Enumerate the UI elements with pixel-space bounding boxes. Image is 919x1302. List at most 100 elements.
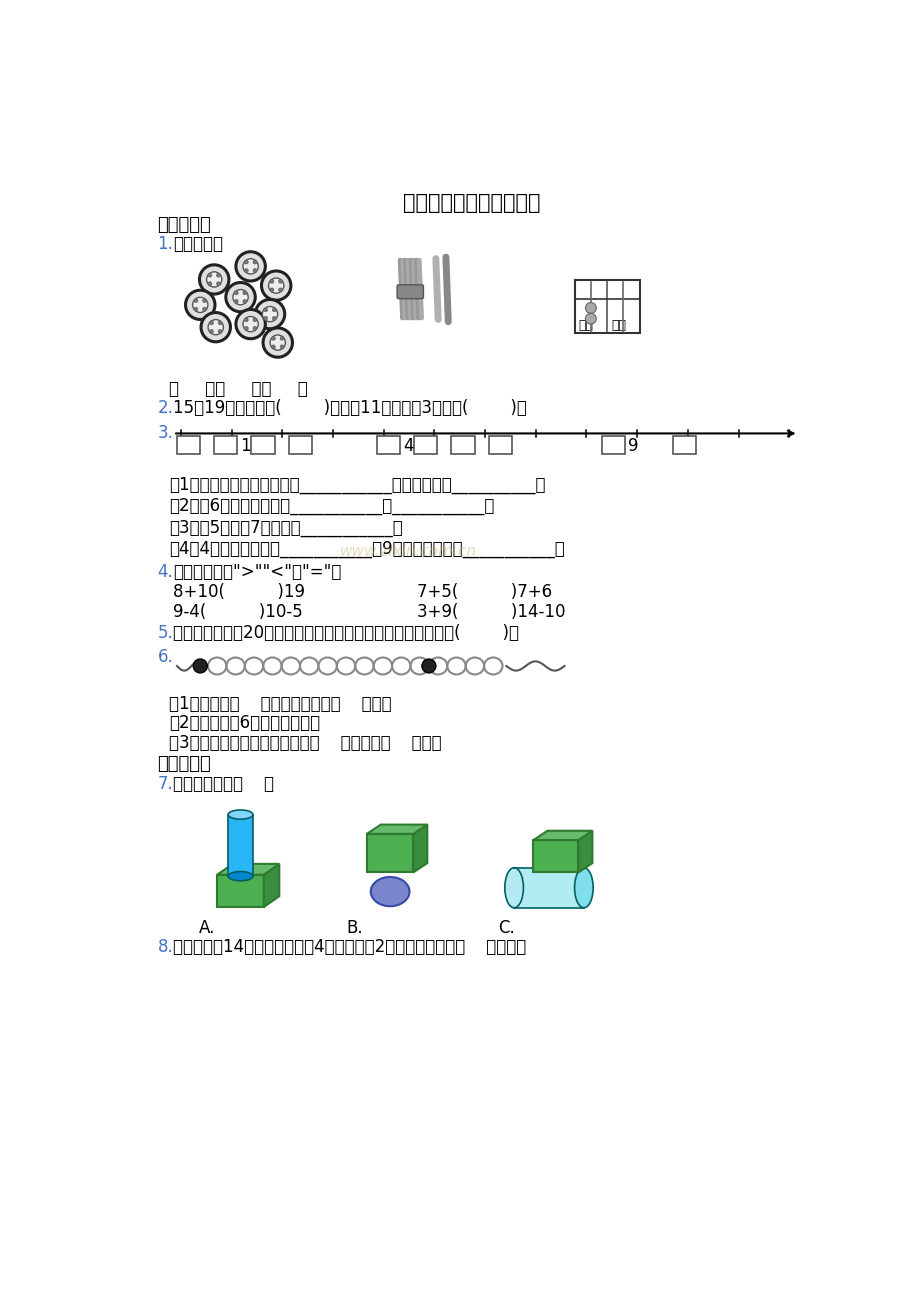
Text: 9-4(          )10-5: 9-4( )10-5: [173, 603, 302, 621]
Text: 5.: 5.: [157, 624, 173, 642]
Polygon shape: [217, 875, 264, 907]
Circle shape: [270, 335, 285, 350]
Text: B.: B.: [346, 918, 362, 936]
Circle shape: [269, 280, 274, 284]
Circle shape: [253, 260, 256, 264]
FancyBboxPatch shape: [574, 280, 640, 332]
Circle shape: [264, 309, 267, 311]
Circle shape: [234, 290, 238, 294]
Text: （1）上面的数中，最小的是___________，最大的数是__________。: （1）上面的数中，最小的是___________，最大的数是__________…: [169, 475, 545, 493]
Circle shape: [192, 297, 208, 312]
Circle shape: [584, 314, 596, 324]
Text: 7.: 7.: [157, 775, 173, 793]
Circle shape: [253, 268, 256, 272]
Polygon shape: [413, 824, 426, 872]
Circle shape: [202, 307, 206, 311]
FancyBboxPatch shape: [414, 436, 437, 454]
Circle shape: [278, 288, 282, 292]
Circle shape: [210, 322, 213, 326]
Text: （2）请将左边6粒珠子圈起来。: （2）请将左边6粒珠子圈起来。: [169, 715, 320, 733]
Text: 8+10(          )19: 8+10( )19: [173, 583, 305, 600]
Polygon shape: [217, 863, 279, 875]
Text: 个位: 个位: [610, 319, 625, 332]
Circle shape: [244, 318, 248, 322]
FancyBboxPatch shape: [397, 285, 423, 298]
Circle shape: [422, 659, 436, 673]
Text: （1）一共有（    ）粒珠，白珠有（    ）粒。: （1）一共有（ ）粒珠，白珠有（ ）粒。: [169, 695, 391, 713]
Circle shape: [235, 310, 265, 339]
FancyBboxPatch shape: [601, 436, 624, 454]
Circle shape: [218, 329, 221, 333]
Circle shape: [201, 312, 231, 342]
FancyBboxPatch shape: [214, 436, 237, 454]
Ellipse shape: [370, 878, 409, 906]
Text: 6.: 6.: [157, 647, 173, 665]
Ellipse shape: [574, 867, 593, 907]
Text: 十位: 十位: [578, 319, 593, 332]
Circle shape: [210, 329, 213, 333]
Circle shape: [208, 281, 211, 285]
Circle shape: [243, 259, 258, 273]
Circle shape: [261, 271, 290, 301]
Text: 1: 1: [240, 437, 251, 456]
FancyBboxPatch shape: [176, 436, 200, 454]
Circle shape: [218, 322, 221, 326]
Circle shape: [253, 327, 256, 331]
Circle shape: [244, 268, 248, 272]
Text: 一个两位数，比20小，而且个位和十位上的数相同，这个数是(        )。: 一个两位数，比20小，而且个位和十位上的数相同，这个数是( )。: [173, 624, 518, 642]
Text: 3+9(          )14-10: 3+9( )14-10: [417, 603, 565, 621]
Ellipse shape: [228, 810, 253, 819]
Circle shape: [272, 316, 276, 320]
Circle shape: [207, 272, 221, 286]
Circle shape: [278, 280, 282, 284]
Circle shape: [244, 327, 248, 331]
Text: （3）从左边数起，黑色的是第（    ）粒和第（    ）粒。: （3）从左边数起，黑色的是第（ ）粒和第（ ）粒。: [169, 734, 441, 751]
Polygon shape: [578, 831, 592, 872]
Circle shape: [193, 659, 207, 673]
Circle shape: [243, 316, 258, 332]
Circle shape: [235, 251, 265, 281]
Polygon shape: [367, 833, 413, 872]
Text: （2）和6相邻的两个数是___________和___________。: （2）和6相邻的两个数是___________和___________。: [169, 497, 494, 516]
Circle shape: [208, 273, 211, 277]
Circle shape: [271, 345, 275, 349]
Circle shape: [216, 273, 221, 277]
Circle shape: [234, 299, 238, 303]
Polygon shape: [533, 831, 592, 840]
Circle shape: [233, 289, 248, 305]
Text: （3）比5大又比7小的数是___________。: （3）比5大又比7小的数是___________。: [169, 519, 403, 536]
Text: 1.: 1.: [157, 234, 174, 253]
Ellipse shape: [228, 871, 253, 881]
FancyBboxPatch shape: [451, 436, 474, 454]
Ellipse shape: [505, 867, 523, 907]
Circle shape: [243, 290, 246, 294]
Circle shape: [269, 288, 274, 292]
Circle shape: [216, 281, 221, 285]
Text: 2.: 2.: [157, 398, 174, 417]
Circle shape: [186, 290, 215, 319]
Text: 哪组堆得稳？（    ）: 哪组堆得稳？（ ）: [173, 775, 274, 793]
Circle shape: [225, 283, 255, 311]
FancyBboxPatch shape: [289, 436, 312, 454]
Circle shape: [584, 302, 596, 314]
Polygon shape: [533, 840, 578, 872]
Circle shape: [263, 328, 292, 357]
Text: www.zixin.com.cn: www.zixin.com.cn: [339, 543, 476, 559]
FancyBboxPatch shape: [251, 436, 275, 454]
Circle shape: [253, 318, 256, 322]
Polygon shape: [264, 863, 279, 907]
Text: 一、填空题: 一、填空题: [157, 216, 211, 234]
Polygon shape: [367, 824, 426, 833]
Text: 二、选择题: 二、选择题: [157, 755, 211, 773]
Circle shape: [268, 279, 284, 293]
Text: 8.: 8.: [157, 937, 173, 956]
Circle shape: [244, 260, 248, 264]
Circle shape: [262, 306, 278, 322]
Text: （     ）（     ）（     ）: （ ）（ ）（ ）: [169, 380, 308, 397]
FancyBboxPatch shape: [673, 436, 696, 454]
Text: 一年级数学上册期末试卷: 一年级数学上册期末试卷: [403, 193, 539, 214]
Text: 9: 9: [628, 437, 638, 456]
Text: 看图填数。: 看图填数。: [173, 234, 223, 253]
Bar: [514, 867, 584, 907]
Circle shape: [199, 264, 229, 294]
